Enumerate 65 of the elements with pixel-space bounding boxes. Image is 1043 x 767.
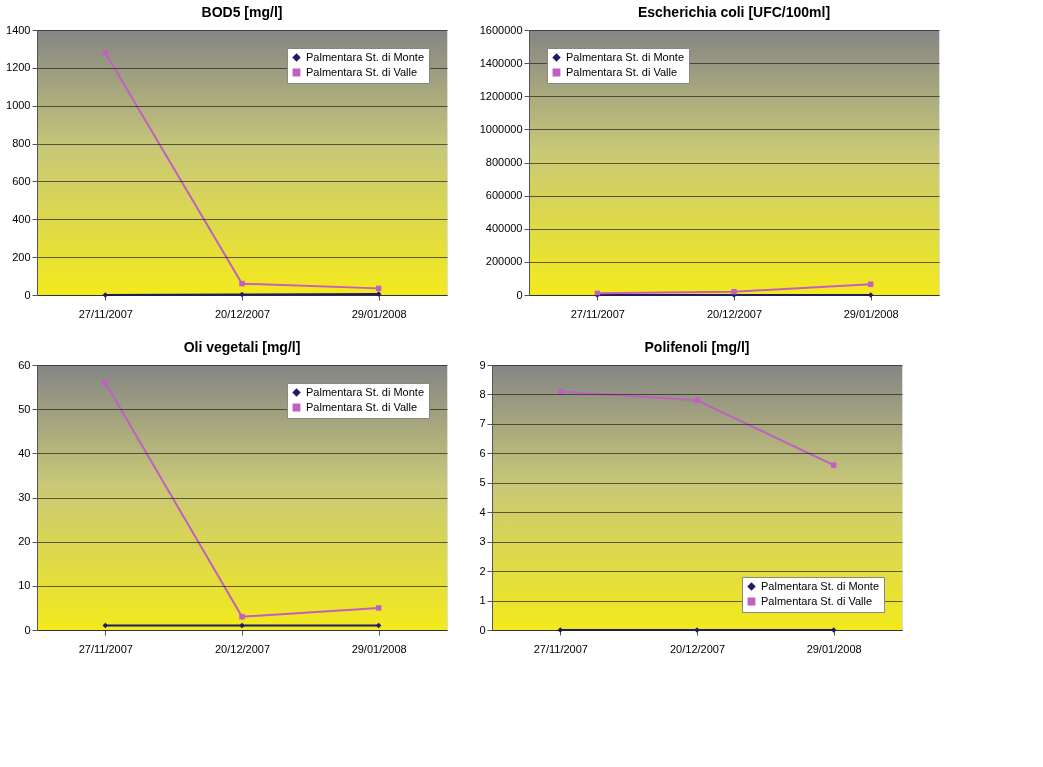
point <box>375 605 382 611</box>
legend-label: Palmentara St. di Monte <box>306 385 425 398</box>
y-tick-label: 1400 <box>6 23 31 36</box>
y-tick-label: 400 <box>12 212 31 225</box>
y-tick-label: 10 <box>18 579 31 592</box>
y-tick-label: 60 <box>18 358 31 371</box>
x-tick-label: 20/12/2007 <box>669 642 726 655</box>
y-tick-label: 5 <box>479 476 486 489</box>
x-tick-label: 27/11/2007 <box>78 307 133 320</box>
x-tick-label: 29/01/2008 <box>843 307 899 320</box>
legend-label: Palmentara St. di Valle <box>566 65 678 78</box>
point <box>830 462 837 468</box>
point <box>239 622 245 629</box>
y-tick-label: 1000 <box>6 99 31 112</box>
y-tick-label: 0 <box>479 623 486 636</box>
y-tick-label: 800000 <box>485 156 523 168</box>
y-tick-label: 1600000 <box>479 23 523 36</box>
x-tick-label: 27/11/2007 <box>570 307 625 320</box>
point <box>239 280 245 287</box>
y-tick-label: 30 <box>18 491 31 503</box>
y-tick-label: 50 <box>18 402 31 415</box>
x-tick-label: 20/12/2007 <box>214 642 271 655</box>
legend-label: Palmentara St. di Valle <box>306 65 418 78</box>
y-tick-label: 3 <box>479 535 486 548</box>
x-tick-label: 27/11/2007 <box>78 642 133 655</box>
legend-label: Palmentara St. di Monte <box>761 579 880 592</box>
y-tick-label: 1000000 <box>479 122 523 135</box>
legend-label: Palmentara St. di Monte <box>566 50 685 63</box>
point <box>239 291 245 298</box>
x-tick-label: 29/01/2008 <box>806 642 862 655</box>
y-tick-label: 1200 <box>6 61 31 74</box>
y-tick-label: 0 <box>24 623 31 636</box>
point <box>694 397 700 404</box>
y-tick-label: 6 <box>479 446 486 459</box>
y-tick-label: 8 <box>479 387 486 400</box>
chart-title: Oli vegetali [mg/l] <box>183 339 301 355</box>
x-tick-label: 29/01/2008 <box>351 642 407 655</box>
x-tick-label: 20/12/2007 <box>214 307 271 320</box>
point <box>239 614 245 620</box>
y-tick-label: 0 <box>24 288 31 301</box>
x-tick-label: 20/12/2007 <box>706 307 763 320</box>
y-tick-label: 0 <box>516 288 523 301</box>
y-tick-label: 600000 <box>485 189 523 202</box>
x-tick-label: 29/01/2008 <box>351 307 407 320</box>
y-tick-label: 600 <box>12 174 31 187</box>
y-tick-label: 1200000 <box>479 89 523 102</box>
y-tick-label: 400000 <box>485 222 523 235</box>
legend-label: Palmentara St. di Valle <box>306 400 418 413</box>
y-tick-label: 40 <box>18 446 31 459</box>
y-tick-label: 800 <box>12 137 31 150</box>
y-tick-label: 7 <box>479 417 486 430</box>
legend-label: Palmentara St. di Valle <box>761 594 873 607</box>
legend-label: Palmentara St. di Monte <box>306 50 425 63</box>
y-tick-label: 9 <box>479 358 486 371</box>
y-tick-label: 4 <box>479 505 486 518</box>
y-tick-label: 20 <box>18 535 31 548</box>
chart-title: BOD5 [mg/l] <box>201 4 283 20</box>
chart-title: Polifenoli [mg/l] <box>644 339 750 355</box>
y-tick-label: 2 <box>479 564 486 577</box>
y-tick-label: 1 <box>479 594 486 607</box>
x-tick-label: 27/11/2007 <box>533 642 588 655</box>
y-tick-label: 200 <box>12 250 31 263</box>
chart-title: Escherichia coli [UFC/100ml] <box>637 4 831 20</box>
y-tick-label: 1400000 <box>479 56 523 69</box>
y-tick-label: 200000 <box>485 255 523 268</box>
